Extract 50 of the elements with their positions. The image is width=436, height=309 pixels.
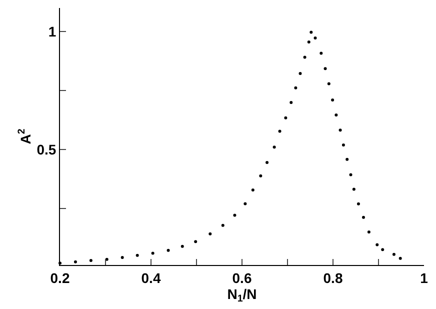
- point: [166, 248, 170, 252]
- point: [392, 252, 396, 256]
- point: [136, 254, 139, 257]
- point: [342, 143, 345, 146]
- point: [278, 130, 282, 133]
- point: [120, 256, 124, 259]
- x-tick-label: 0.6: [232, 270, 252, 286]
- point: [221, 224, 224, 227]
- point: [233, 214, 236, 217]
- point: [180, 244, 184, 248]
- point: [327, 82, 330, 86]
- point: [244, 202, 247, 206]
- x-tick-label: 0.4: [141, 270, 161, 286]
- point: [194, 240, 198, 244]
- point: [320, 52, 323, 55]
- point: [272, 146, 276, 149]
- point: [346, 158, 349, 161]
- point: [74, 260, 77, 264]
- point: [356, 202, 360, 206]
- point: [362, 216, 365, 219]
- point: [251, 188, 254, 192]
- point: [367, 230, 370, 234]
- point: [307, 40, 310, 44]
- point: [259, 174, 262, 178]
- x-tick-label: 0.2: [50, 270, 70, 286]
- point: [338, 128, 342, 132]
- point: [303, 56, 306, 59]
- point: [89, 259, 92, 262]
- point: [334, 114, 338, 117]
- point: [310, 30, 313, 34]
- point: [284, 116, 288, 120]
- point: [349, 173, 352, 176]
- x-axis-title: N$_{1}$/N: [227, 286, 257, 305]
- x-tick-label: 0.8: [323, 270, 343, 286]
- point: [331, 98, 334, 102]
- point: [266, 160, 269, 164]
- point: [105, 258, 108, 261]
- point: [314, 36, 317, 40]
- point: [324, 67, 327, 70]
- point: [352, 188, 356, 191]
- point: [290, 101, 293, 104]
- y-tick-label: 0.5: [36, 141, 56, 158]
- point: [298, 72, 302, 76]
- x-tick-label: 1: [420, 270, 428, 286]
- point: [381, 248, 384, 252]
- point: [376, 243, 379, 246]
- point: [398, 256, 402, 260]
- point: [151, 252, 154, 255]
- point: [294, 86, 298, 90]
- point: [208, 232, 212, 236]
